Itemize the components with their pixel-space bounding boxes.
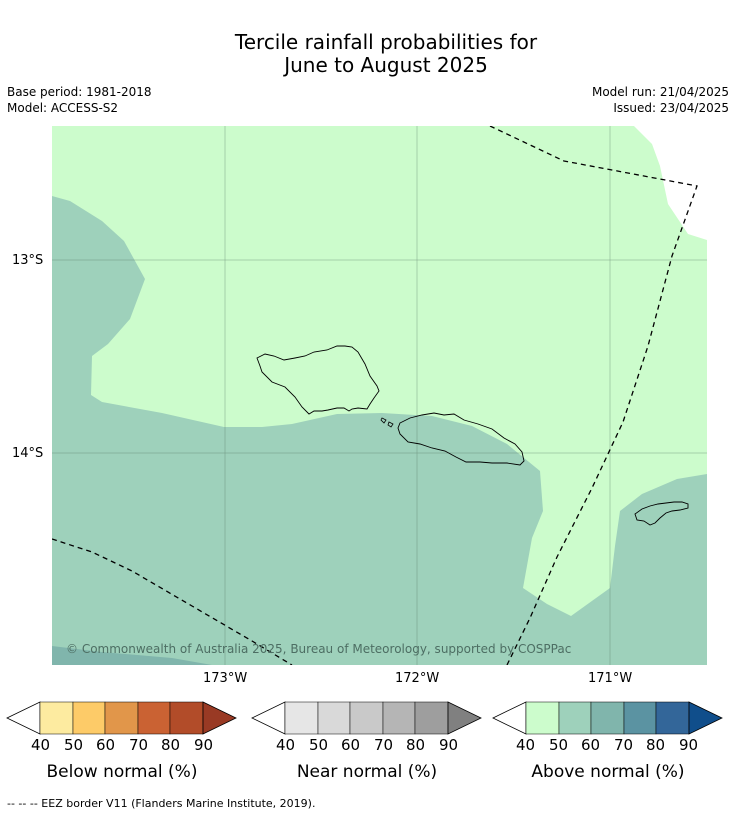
colorbar-near-tick-70: 70 <box>374 736 394 754</box>
map-panel: © Commonwealth of Australia 2025, Bureau… <box>52 126 707 665</box>
eez-footnote: -- -- -- EEZ border V11 (Flanders Marine… <box>7 797 316 810</box>
colorbar-near-swatch-50-60 <box>317 701 351 735</box>
colorbar-near-min-arrow <box>251 701 286 735</box>
meta-left: Base period: 1981-2018 Model: ACCESS-S2 <box>7 84 152 116</box>
colorbar-below-swatch-80-90 <box>169 701 204 735</box>
issued-date: Issued: 23/04/2025 <box>613 101 729 115</box>
above-normal-50-60-region <box>52 196 707 665</box>
colorbar-above-tick-60: 60 <box>581 736 601 754</box>
lat-label-14s: 14°S <box>12 446 44 461</box>
colorbar-below-min-arrow <box>6 701 41 735</box>
colorbar-above-tick-40: 40 <box>516 736 536 754</box>
colorbar-above-tick-70: 70 <box>614 736 634 754</box>
colorbar-near-swatch-80-90 <box>414 701 449 735</box>
copyright-text: © Commonwealth of Australia 2025, Bureau… <box>66 642 571 656</box>
colorbar-below-tick-40: 40 <box>31 736 51 754</box>
model-name: Model: ACCESS-S2 <box>7 101 119 115</box>
colorbar-below-tick-80: 80 <box>161 736 181 754</box>
colorbar-near-normal <box>251 701 482 735</box>
eez-border-southwest <box>52 538 293 665</box>
lon-label-171w: 171°W <box>588 671 633 686</box>
meta-right: Model run: 21/04/2025 Issued: 23/04/2025 <box>592 84 729 116</box>
colorbar-below-swatch-60-70 <box>104 701 139 735</box>
colorbar-near-swatch-70-80 <box>382 701 416 735</box>
colorbar-below-swatch-70-80 <box>137 701 171 735</box>
title-line-2: June to August 2025 <box>284 53 488 77</box>
colorbar-below-max-arrow <box>202 701 237 735</box>
colorbar-below-tick-60: 60 <box>96 736 116 754</box>
colorbar-near-tick-40: 40 <box>276 736 296 754</box>
colorbar-above-swatch-40-50 <box>525 701 560 735</box>
colorbar-above-min-arrow <box>492 701 527 735</box>
savaii-island-outline <box>256 345 380 415</box>
colorbar-above-tick-80: 80 <box>646 736 666 754</box>
colorbar-above-swatch-60-70 <box>590 701 625 735</box>
model-run: Model run: 21/04/2025 <box>591 85 729 99</box>
colorbar-below-tick-70: 70 <box>129 736 149 754</box>
colorbar-near-swatch-60-70 <box>349 701 384 735</box>
colorbar-near-tick-60: 60 <box>341 736 361 754</box>
colorbar-above-normal <box>492 701 723 735</box>
above-normal-60-70-region <box>52 646 212 665</box>
base-period: Base period: 1981-2018 <box>7 85 152 99</box>
colorbar-below-tick-90: 90 <box>194 736 214 754</box>
islet-outline <box>380 417 387 424</box>
colorbar-near-tick-50: 50 <box>309 736 329 754</box>
title-line-1: Tercile rainfall probabilities for <box>234 30 538 54</box>
colorbar-near-max-arrow <box>447 701 482 735</box>
eez-borders <box>52 126 698 665</box>
no-data-region <box>634 126 707 240</box>
colorbar-above-tick-90: 90 <box>679 736 699 754</box>
colorbar-above-swatch-80-90 <box>655 701 690 735</box>
colorbar-below-tick-50: 50 <box>64 736 84 754</box>
colorbar-above-tick-50: 50 <box>549 736 569 754</box>
colorbar-below-swatch-50-60 <box>72 701 106 735</box>
colorbar-above-label: Above normal (%) <box>531 762 685 782</box>
colorbar-near-tick-90: 90 <box>439 736 459 754</box>
colorbar-near-tick-80: 80 <box>406 736 426 754</box>
lat-label-13s: 13°S <box>12 253 44 268</box>
upolu-island-outline <box>397 412 525 466</box>
colorbar-near-label: Near normal (%) <box>296 762 438 782</box>
colorbar-below-label: Below normal (%) <box>46 762 198 782</box>
gridlines <box>52 126 707 665</box>
tutuila-island-outline <box>634 501 689 526</box>
colorbar-above-max-arrow <box>688 701 723 735</box>
map-title: Tercile rainfall probabilities for June … <box>0 31 736 77</box>
colorbar-below-normal <box>6 701 237 735</box>
lon-label-172w: 172°W <box>395 671 440 686</box>
colorbar-near-swatch-40-50 <box>284 701 319 735</box>
lon-label-173w: 173°W <box>203 671 248 686</box>
colorbar-above-swatch-50-60 <box>558 701 592 735</box>
colorbar-below-swatch-40-50 <box>39 701 74 735</box>
map-canvas: © Commonwealth of Australia 2025, Bureau… <box>52 126 707 665</box>
islet-outline <box>387 421 394 428</box>
colorbar-above-swatch-70-80 <box>623 701 657 735</box>
